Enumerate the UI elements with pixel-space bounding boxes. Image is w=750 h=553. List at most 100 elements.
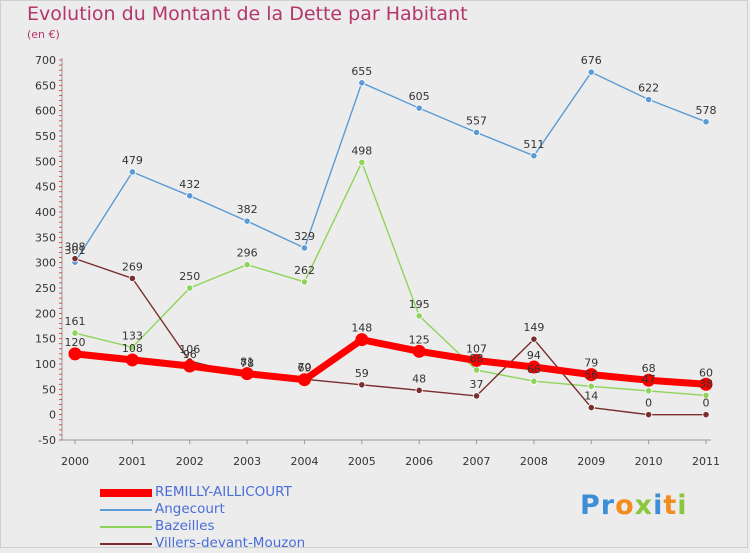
- data-label: 498: [351, 144, 372, 157]
- data-label: 262: [294, 264, 315, 277]
- data-label: 56: [584, 368, 598, 381]
- data-label: 269: [122, 260, 143, 273]
- data-point: [415, 386, 423, 394]
- data-label: 88: [470, 352, 484, 365]
- data-label: 195: [409, 298, 430, 311]
- y-tick-label: 600: [35, 105, 56, 118]
- data-label: 605: [409, 90, 430, 103]
- y-tick-label: 400: [35, 206, 56, 219]
- data-point: [530, 152, 538, 160]
- y-tick-label: 100: [35, 358, 56, 371]
- data-label: 557: [466, 114, 487, 127]
- y-tick-label: 200: [35, 307, 56, 320]
- series-line-villers-devant-mouzon: [74, 257, 706, 416]
- x-tick-label: 2011: [692, 455, 720, 468]
- data-point: [472, 128, 481, 137]
- data-label: 38: [699, 377, 713, 390]
- data-point: [183, 359, 197, 373]
- data-label: 479: [122, 154, 143, 167]
- x-tick-label: 2005: [348, 455, 376, 468]
- data-label: 622: [638, 82, 659, 95]
- data-label: 329: [294, 230, 315, 243]
- data-point: [472, 392, 481, 400]
- x-tick-label: 2003: [233, 455, 261, 468]
- data-point: [702, 411, 710, 419]
- y-tick-label: 450: [35, 181, 56, 194]
- data-point: [300, 244, 309, 252]
- data-label: 81: [240, 356, 254, 369]
- data-point: [587, 382, 595, 390]
- data-label: 48: [412, 372, 426, 385]
- x-tick-label: 2004: [290, 455, 318, 468]
- x-tick-label: 2009: [577, 455, 605, 468]
- data-label: 125: [409, 333, 430, 346]
- data-point: [300, 278, 309, 286]
- data-label: 120: [65, 336, 86, 349]
- legend-swatch: [100, 509, 152, 511]
- y-tick-label: 350: [35, 231, 56, 244]
- data-label: 0: [703, 397, 710, 410]
- data-label: 676: [581, 54, 602, 67]
- data-label: 133: [122, 329, 143, 342]
- x-tick-label: 2002: [176, 455, 204, 468]
- chart-subtitle: (en €): [27, 28, 60, 41]
- y-tick-label: 150: [35, 333, 56, 346]
- data-label: 655: [351, 65, 372, 78]
- data-point: [243, 261, 251, 269]
- data-point: [297, 373, 311, 387]
- series-remilly-aillicourt: [68, 333, 713, 391]
- data-label: 432: [179, 178, 200, 191]
- y-tick-label: 300: [35, 257, 56, 270]
- data-label: 47: [642, 373, 656, 386]
- data-point: [358, 158, 366, 166]
- data-point: [472, 366, 481, 374]
- legend-swatch: [100, 489, 152, 497]
- data-label: 148: [351, 322, 372, 335]
- data-point: [584, 368, 598, 382]
- data-label: 308: [65, 241, 86, 254]
- series-villers-devant-mouzon: [71, 255, 710, 419]
- data-label: 250: [179, 270, 200, 283]
- x-tick-label: 2008: [520, 455, 548, 468]
- series-bazeilles: [71, 158, 710, 400]
- data-point: [645, 411, 653, 419]
- data-point: [358, 381, 366, 389]
- data-label: 301: [65, 244, 86, 257]
- chart-title: Evolution du Montant de la Dette par Hab…: [27, 3, 468, 25]
- y-tick-label: 250: [35, 282, 56, 295]
- legend-label: REMILLY-AILLICOURT: [155, 484, 292, 500]
- data-label: 296: [237, 247, 258, 260]
- data-point: [186, 192, 194, 200]
- y-tick-label: 550: [35, 130, 56, 143]
- data-point: [530, 377, 538, 385]
- data-label: 79: [584, 357, 598, 370]
- legend-swatch: [100, 526, 152, 528]
- data-point: [470, 353, 484, 367]
- legend-swatch: [100, 543, 152, 545]
- data-point: [587, 403, 595, 412]
- data-label: 578: [696, 104, 717, 117]
- series-line-remilly-aillicourt: [74, 336, 707, 388]
- data-point: [415, 312, 423, 320]
- x-tick-label: 2010: [635, 455, 663, 468]
- data-point: [645, 387, 653, 395]
- data-label: 511: [523, 138, 544, 151]
- series-layer: [68, 68, 713, 419]
- data-label: 94: [527, 349, 541, 362]
- x-tick-label: 2000: [61, 455, 89, 468]
- data-point: [415, 104, 423, 112]
- legend-label: Bazeilles: [155, 518, 215, 534]
- data-label: 59: [355, 367, 369, 380]
- data-label: 0: [645, 397, 652, 410]
- legend-label: Villers-devant-Mouzon: [155, 535, 306, 551]
- data-point: [128, 343, 136, 351]
- data-point: [243, 217, 251, 225]
- data-label: 161: [65, 315, 86, 328]
- y-tick-label: 650: [35, 79, 56, 92]
- data-point: [530, 335, 538, 343]
- series-line-angecourt: [74, 71, 707, 263]
- data-label: 108: [122, 342, 143, 355]
- legend-label: Angecourt: [155, 501, 225, 517]
- data-point: [71, 329, 79, 337]
